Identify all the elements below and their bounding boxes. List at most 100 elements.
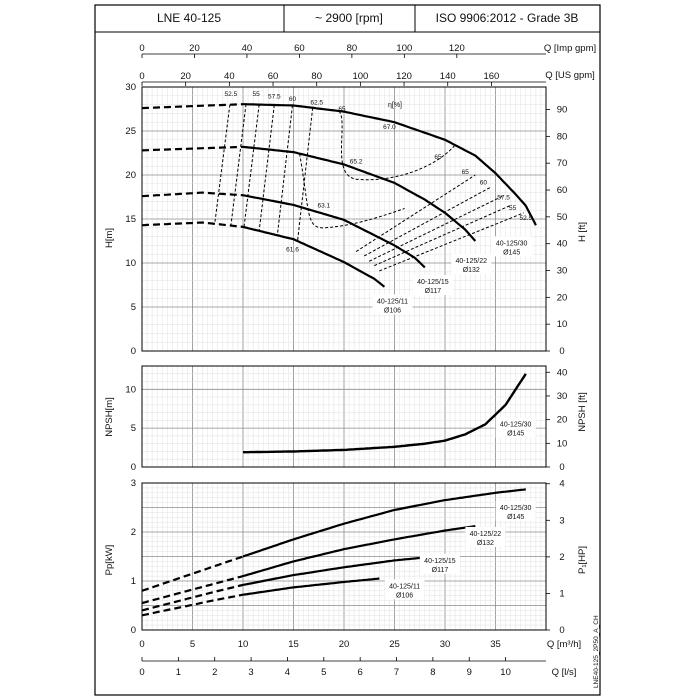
y-tick-label-right: 20 (557, 292, 568, 303)
header-speed: ~ 2900 [rpm] (315, 11, 383, 25)
top-tick-label: 20 (180, 71, 191, 82)
y-tick-label-right: 20 (557, 415, 568, 426)
x-axis-label-ls: Q [l/s] (552, 667, 577, 678)
curve-label-model: 40-125/30 (496, 240, 528, 247)
npsh-grid (141, 365, 547, 468)
top-tick-label: 80 (347, 43, 358, 54)
curve-label-bg (412, 275, 453, 296)
efficiency-isoline-63 (299, 153, 405, 229)
efficiency-label: 52.5 (225, 91, 238, 98)
efficiency-isoline-right (374, 204, 512, 267)
imp-gpm-ticks: 0 20 40 60 80 100 120 (139, 43, 465, 58)
head-y-ticks: 0 5 10 15 20 25 30 0 10 20 30 40 50 60 70 80 90 (125, 82, 567, 357)
efficiency-label: 65 (338, 106, 346, 113)
x-axis-ticks-m3h: 0 5 10 15 20 25 30 35 (139, 639, 500, 650)
x-tick-label: 20 (339, 639, 350, 650)
ls-tick-label: 2 (212, 667, 217, 678)
y-tick-label-left: 25 (125, 126, 136, 137)
drawing-code: LNE40-125_2P50_A_CH (593, 615, 600, 688)
y-tick-label-right: 40 (557, 367, 568, 378)
top-tick-label: 60 (268, 71, 279, 82)
curve-label-diameter: Ø132 (463, 267, 480, 274)
y-tick-label-right: 30 (557, 391, 568, 402)
efficiency-label: 60 (289, 96, 297, 103)
y-tick-label-left: 3 (131, 478, 136, 489)
curve-label-model: 40-125/30 (500, 422, 532, 429)
top-tick-label: 120 (396, 71, 412, 82)
curve-label-diameter: Ø106 (396, 592, 413, 599)
top-tick-label: 120 (449, 43, 465, 54)
y-tick-label-right: 2 (559, 552, 564, 563)
efficiency-label: 60 (480, 180, 488, 187)
y-tick-label-right: 4 (559, 479, 564, 490)
y-tick-label-right: 40 (557, 239, 568, 250)
curve-label-bg (491, 236, 532, 257)
efficiency-label: 65 (434, 154, 442, 161)
efficiency-isoline-left (276, 105, 293, 236)
npsh-ylabel-left: NPSH[m] (104, 397, 115, 437)
efficiency-label: 67.0 (383, 124, 396, 131)
power-ylabel-left: Pp[kW] (104, 545, 115, 576)
efficiency-label: 55 (509, 205, 517, 212)
curve-label-bg (372, 294, 413, 315)
efficiency-label: 65.2 (350, 159, 363, 166)
efficiency-label: 57.5 (268, 93, 281, 100)
efficiency-label: 62.5 (310, 100, 323, 107)
40-125-30-power-curve (242, 488, 526, 558)
curve-label-bg (465, 526, 506, 547)
header-standard: ISO 9906:2012 - Grade 3B (436, 11, 579, 25)
curve-label-bg (495, 500, 536, 521)
efficiency-isoline-left (297, 107, 314, 242)
curve-label-model: 40-125/15 (417, 279, 449, 286)
curve-label-bg (495, 417, 536, 438)
40-125-15-head-curve (242, 194, 426, 269)
y-tick-label-left: 10 (125, 258, 136, 269)
efficiency-isoline-left (258, 104, 275, 231)
40-125-11-head-curve (242, 225, 386, 288)
curve-label-diameter: Ø132 (477, 540, 494, 547)
x-tick-label: 15 (288, 639, 299, 650)
y-tick-label-right: 10 (557, 438, 568, 449)
top-tick-label: 100 (352, 71, 368, 82)
plot-frame (141, 365, 547, 468)
top-tick-label: 20 (189, 43, 200, 54)
imp-gpm-axis-label: Q [Imp gpm] (544, 43, 596, 54)
top-tick-label: 0 (139, 43, 144, 54)
ls-tick-label: 10 (500, 667, 511, 678)
40-125-15-power-curve-dashed (141, 583, 244, 612)
x-axis-ticks-ls: 0 1 2 3 4 5 6 7 8 9 10 (139, 657, 511, 678)
x-tick-label: 0 (139, 639, 144, 650)
head-ylabel-left: H[m] (104, 228, 115, 248)
40-125-22-head-curve (242, 145, 477, 242)
40-125-11-head-curve-dashed (141, 221, 244, 228)
efficiency-label: 63.1 (317, 203, 330, 210)
curve-label-diameter: Ø117 (432, 567, 449, 574)
curve-label-model: 40-125/30 (500, 505, 532, 512)
power-ylabel-right: P₁[HP] (577, 546, 588, 574)
npsh-ylabel-right: NPSH [ft] (577, 392, 588, 432)
efficiency-isolines (214, 104, 524, 272)
y-tick-label-right: 90 (557, 105, 568, 116)
efficiency-isoline-left (243, 104, 260, 228)
top-tick-label: 40 (242, 43, 253, 54)
x-tick-label: 25 (389, 639, 400, 650)
40-125-11-power-curve-dashed (141, 593, 244, 617)
us-gpm-ticks: 0 20 40 60 80 100 120 140 160 (139, 71, 499, 86)
40-125-30-power-curve-dashed (141, 555, 244, 592)
efficiency-symbol: η[%] (388, 102, 402, 109)
y-tick-label-right: 10 (557, 319, 568, 330)
header-model: LNE 40-125 (157, 11, 221, 25)
curve-label-model: 40-125/22 (470, 531, 502, 538)
curve-label-bg (384, 579, 425, 600)
power-curve-labels: 40-125/30 Ø145 40-125/22 Ø132 40-125/15 Ø117 4… (384, 500, 536, 600)
curve-label-diameter: Ø145 (503, 249, 520, 256)
curve-label-model: 40-125/11 (377, 298, 408, 305)
top-tick-label: 140 (440, 71, 456, 82)
x-tick-label: 30 (440, 639, 451, 650)
40-125-22-power-curve (242, 525, 476, 578)
y-tick-label-left: 0 (131, 625, 136, 636)
curve-label-diameter: Ø106 (384, 307, 401, 314)
y-tick-label-right: 80 (557, 131, 568, 142)
ls-tick-label: 9 (467, 667, 472, 678)
sheet-border (94, 4, 601, 696)
